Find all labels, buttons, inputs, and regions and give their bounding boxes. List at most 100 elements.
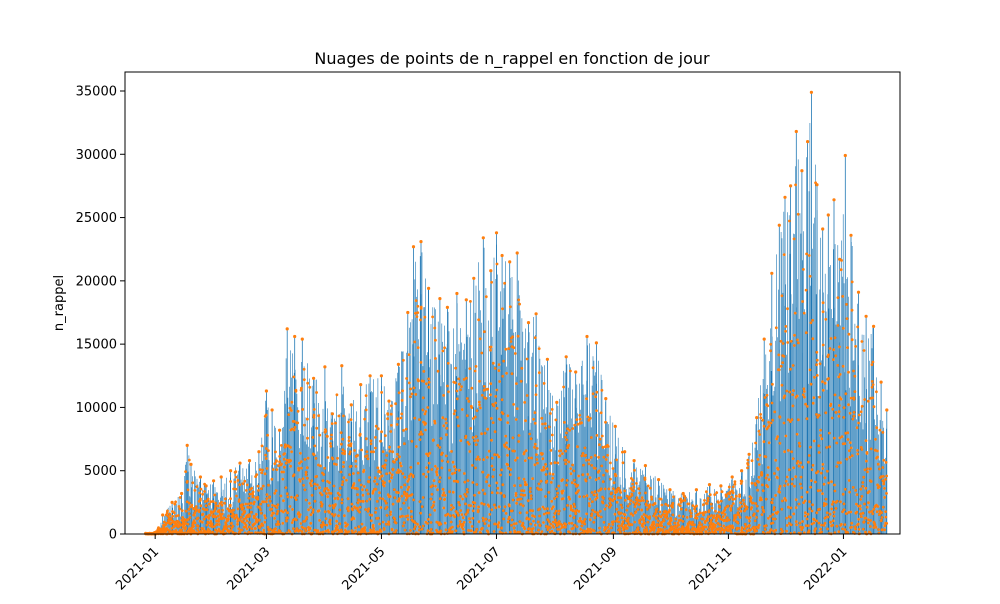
filler-point: [878, 513, 881, 516]
filler-point: [725, 516, 729, 519]
filler-point: [569, 506, 573, 509]
filler-point: [217, 520, 221, 523]
filler-point: [342, 414, 345, 418]
filler-point: [624, 524, 628, 527]
filler-point: [823, 476, 827, 480]
filler-point: [819, 471, 823, 475]
filler-point: [604, 420, 607, 424]
filler-point: [533, 442, 537, 446]
filler-point: [784, 329, 787, 333]
filler-point: [756, 458, 760, 461]
filler-point: [639, 518, 642, 521]
filler-point: [568, 531, 572, 535]
filler-point: [883, 487, 886, 490]
filler-point: [549, 481, 553, 484]
filler-point: [832, 358, 835, 361]
x-tick-label: 2022-01: [801, 544, 850, 593]
filler-point: [358, 432, 362, 436]
filler-point: [297, 511, 300, 515]
filler-point: [261, 468, 264, 472]
filler-point: [441, 487, 445, 491]
filler-point: [550, 529, 554, 533]
filler-point: [227, 514, 231, 518]
filler-point: [818, 362, 822, 366]
data-point: [681, 491, 685, 496]
filler-point: [740, 526, 744, 530]
filler-point: [492, 530, 496, 533]
filler-point: [704, 510, 707, 514]
filler-point: [825, 446, 829, 449]
filler-point: [483, 330, 486, 334]
filler-point: [378, 496, 382, 500]
filler-point: [401, 389, 404, 393]
filler-point: [475, 483, 479, 486]
filler-point: [799, 475, 803, 479]
filler-point: [342, 461, 345, 464]
filler-point: [428, 451, 432, 455]
filler-point: [384, 434, 387, 437]
filler-point: [483, 492, 487, 496]
filler-point: [773, 472, 776, 475]
filler-point: [507, 447, 511, 451]
filler-point: [461, 523, 465, 527]
filler-point: [843, 442, 847, 445]
point-layer: [144, 90, 889, 536]
filler-point: [753, 519, 757, 523]
filler-point: [499, 530, 502, 534]
filler-point: [513, 484, 516, 487]
filler-point: [475, 409, 479, 412]
filler-point: [429, 528, 433, 531]
data-point: [856, 290, 861, 294]
filler-point: [876, 505, 880, 508]
filler-point: [582, 463, 585, 467]
filler-point: [398, 461, 402, 465]
filler-point: [533, 463, 537, 467]
filler-point: [817, 414, 821, 417]
filler-point: [346, 506, 350, 510]
filler-point: [794, 183, 797, 187]
filler-point: [480, 393, 484, 397]
filler-point: [430, 492, 434, 496]
filler-point: [390, 476, 393, 480]
filler-point: [449, 520, 453, 524]
filler-point: [409, 472, 413, 476]
filler-point: [621, 450, 624, 454]
filler-point: [597, 455, 600, 459]
filler-point: [565, 431, 568, 435]
filler-point: [784, 325, 788, 328]
filler-point: [571, 463, 574, 467]
filler-point: [766, 473, 769, 477]
filler-point: [775, 437, 778, 441]
filler-point: [795, 394, 799, 398]
filler-point: [418, 433, 422, 436]
filler-point: [827, 377, 830, 380]
filler-point: [272, 511, 275, 515]
filler-point: [527, 527, 531, 530]
filler-point: [416, 304, 420, 308]
filler-point: [612, 487, 615, 490]
filler-point: [318, 433, 322, 437]
filler-point: [746, 458, 750, 462]
filler-point: [513, 352, 517, 355]
filler-point: [793, 311, 797, 315]
filler-point: [580, 524, 584, 528]
filler-point: [419, 511, 422, 515]
filler-point: [810, 479, 813, 482]
filler-point: [846, 438, 850, 441]
filler-point: [373, 476, 377, 480]
filler-point: [818, 395, 821, 399]
filler-point: [369, 442, 373, 446]
filler-point: [503, 505, 507, 509]
filler-point: [501, 307, 504, 311]
filler-point: [545, 467, 549, 471]
filler-point: [535, 453, 538, 456]
filler-point: [714, 509, 717, 513]
filler-point: [423, 412, 427, 416]
filler-point: [745, 505, 749, 509]
filler-point: [743, 527, 747, 531]
filler-point: [544, 426, 548, 430]
filler-point: [351, 508, 354, 512]
filler-point: [461, 527, 465, 531]
filler-point: [515, 501, 518, 505]
filler-point: [401, 514, 404, 518]
